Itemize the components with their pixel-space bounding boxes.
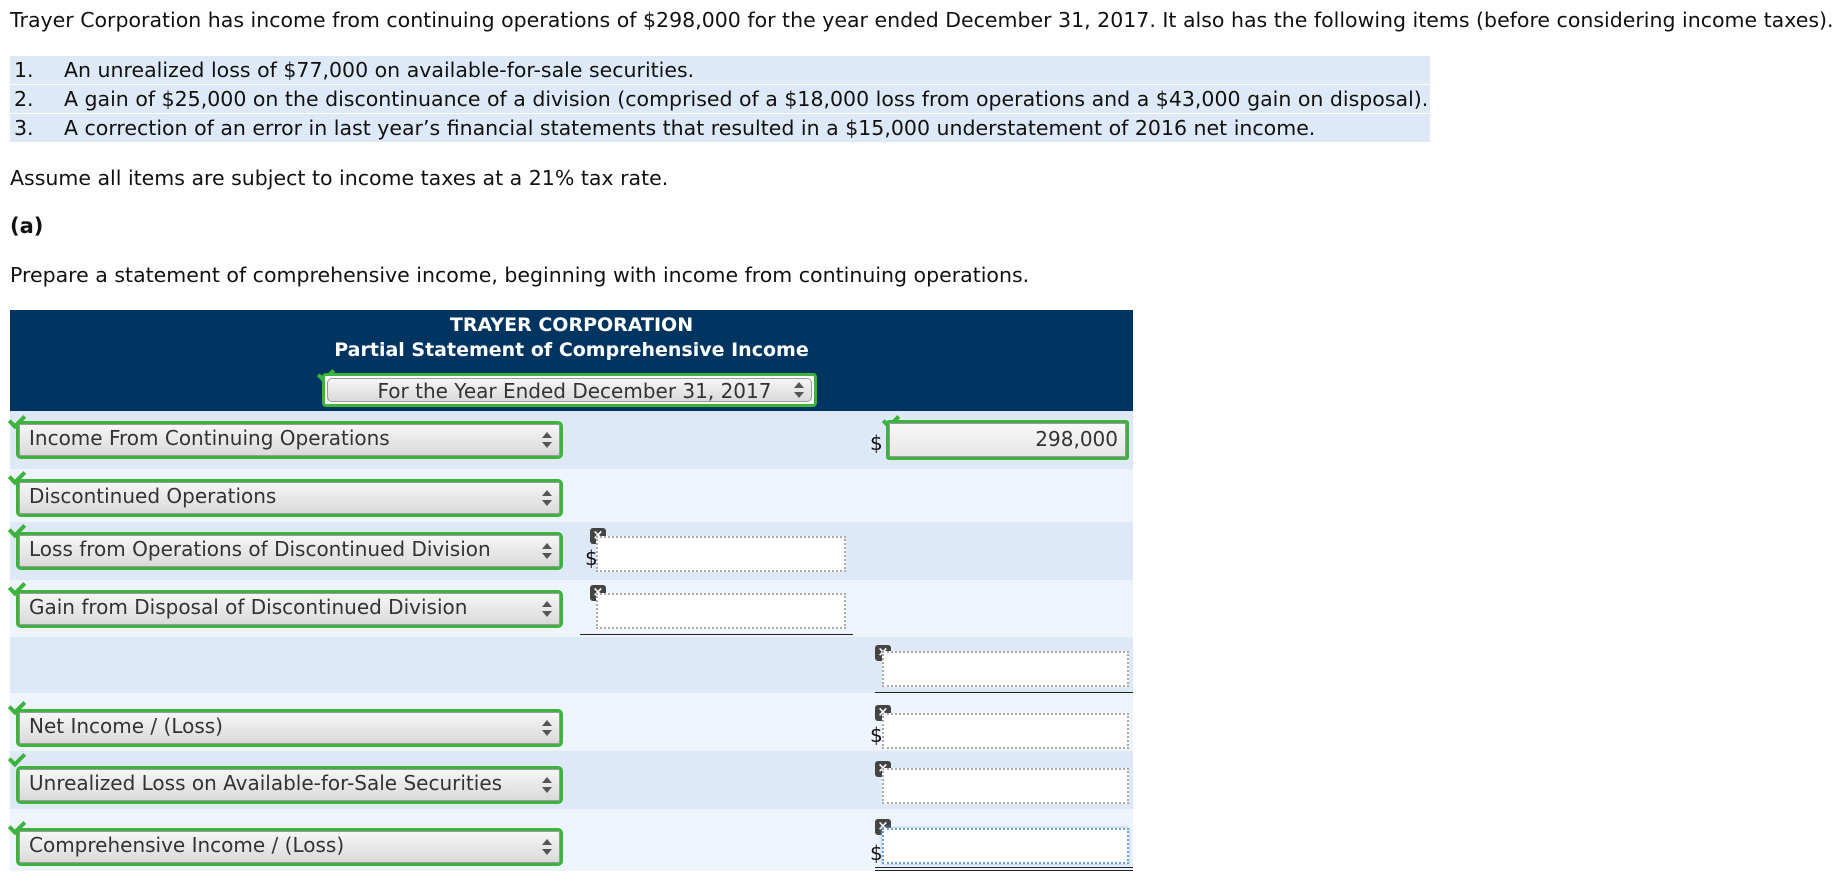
- continuing-operations-amount-input[interactable]: 298,000: [886, 420, 1129, 460]
- statement-title: Partial Statement of Comprehensive Incom…: [334, 339, 809, 361]
- statement-form: TRAYER CORPORATION Partial Statement of …: [10, 310, 1133, 871]
- comprehensive-income-select[interactable]: Comprehensive Income / (Loss): [16, 828, 563, 866]
- double-underline-bottom: [875, 870, 1133, 871]
- period-select-value: For the Year Ended December 31, 2017: [377, 379, 772, 403]
- row-comprehensive-income: Comprehensive Income / (Loss) $ ×: [10, 809, 1133, 871]
- tax-assumption: Assume all items are subject to income t…: [10, 166, 669, 190]
- row-net-income: Net Income / (Loss) $ ×: [10, 693, 1133, 751]
- checkmark-icon: [8, 751, 26, 765]
- gain-from-disposal-select[interactable]: Gain from Disposal of Discontinued Divis…: [16, 590, 563, 628]
- row-loss-from-operations: Loss from Operations of Discontinued Div…: [10, 522, 1133, 580]
- select-value: Loss from Operations of Discontinued Div…: [29, 537, 491, 561]
- problem-items-list: 1. An unrealized loss of $77,000 on avai…: [10, 56, 1430, 143]
- select-arrows-icon: [542, 490, 552, 506]
- row-unrealized-loss: Unrealized Loss on Available-for-Sale Se…: [8, 751, 1133, 810]
- unrealized-loss-select[interactable]: Unrealized Loss on Available-for-Sale Se…: [16, 766, 563, 804]
- select-arrows-icon: [542, 777, 552, 793]
- item-number: 1.: [14, 58, 34, 82]
- statement-header: TRAYER CORPORATION Partial Statement of …: [10, 310, 1133, 411]
- gain-from-disposal-amount-input[interactable]: [596, 593, 846, 629]
- dollar-sign: $: [870, 841, 883, 865]
- loss-from-operations-amount-input[interactable]: [596, 536, 846, 572]
- select-value: Income From Continuing Operations: [29, 426, 390, 450]
- select-arrows-icon: [542, 543, 552, 559]
- company-name: TRAYER CORPORATION: [449, 314, 694, 336]
- row-discontinued-subtotal: ×: [10, 637, 1133, 693]
- continuing-operations-select[interactable]: Income From Continuing Operations: [16, 421, 563, 459]
- dollar-sign: $: [870, 431, 883, 455]
- item-number: 3.: [14, 116, 34, 140]
- net-income-amount-input[interactable]: [882, 713, 1129, 749]
- discontinued-operations-select[interactable]: Discontinued Operations: [16, 479, 563, 517]
- item-text: An unrealized loss of $77,000 on availab…: [64, 58, 695, 82]
- select-value: Gain from Disposal of Discontinued Divis…: [29, 595, 468, 619]
- instruction-text: Prepare a statement of comprehensive inc…: [10, 263, 1030, 287]
- dollar-sign: $: [870, 723, 883, 747]
- dollar-sign: $: [585, 546, 598, 570]
- select-arrows-icon: [542, 720, 552, 736]
- select-value: Net Income / (Loss): [29, 714, 223, 738]
- row-discontinued-operations: Discontinued Operations: [10, 469, 1133, 522]
- select-value: Comprehensive Income / (Loss): [29, 833, 345, 857]
- row-gain-from-disposal: Gain from Disposal of Discontinued Divis…: [10, 580, 1133, 637]
- double-underline-top: [875, 867, 1133, 868]
- list-item: 1. An unrealized loss of $77,000 on avai…: [10, 56, 1430, 84]
- list-item: 3. A correction of an error in last year…: [10, 114, 1430, 142]
- row-continuing-operations: Income From Continuing Operations $ 298,…: [10, 411, 1133, 469]
- problem-intro: Trayer Corporation has income from conti…: [10, 8, 1834, 32]
- list-item: 2. A gain of $25,000 on the discontinuan…: [10, 85, 1430, 113]
- unrealized-loss-amount-input[interactable]: [882, 768, 1129, 804]
- period-select[interactable]: For the Year Ended December 31, 2017: [327, 378, 812, 403]
- period-select-wrapper: For the Year Ended December 31, 2017: [322, 373, 817, 407]
- net-income-select[interactable]: Net Income / (Loss): [16, 709, 563, 747]
- select-arrows-icon: [542, 601, 552, 617]
- part-label: (a): [10, 214, 44, 238]
- select-arrows-icon: [794, 382, 804, 398]
- select-value: Unrealized Loss on Available-for-Sale Se…: [29, 771, 503, 795]
- discontinued-subtotal-amount-input[interactable]: [882, 651, 1129, 687]
- item-text: A gain of $25,000 on the discontinuance …: [64, 87, 1429, 111]
- subtotal-underline: [580, 634, 853, 635]
- subtotal-underline: [875, 692, 1133, 693]
- item-text: A correction of an error in last year’s …: [64, 116, 1316, 140]
- select-arrows-icon: [542, 432, 552, 448]
- item-number: 2.: [14, 87, 34, 111]
- loss-from-operations-select[interactable]: Loss from Operations of Discontinued Div…: [16, 532, 563, 570]
- select-arrows-icon: [542, 839, 552, 855]
- comprehensive-income-amount-input[interactable]: [882, 828, 1129, 864]
- select-value: Discontinued Operations: [29, 484, 277, 508]
